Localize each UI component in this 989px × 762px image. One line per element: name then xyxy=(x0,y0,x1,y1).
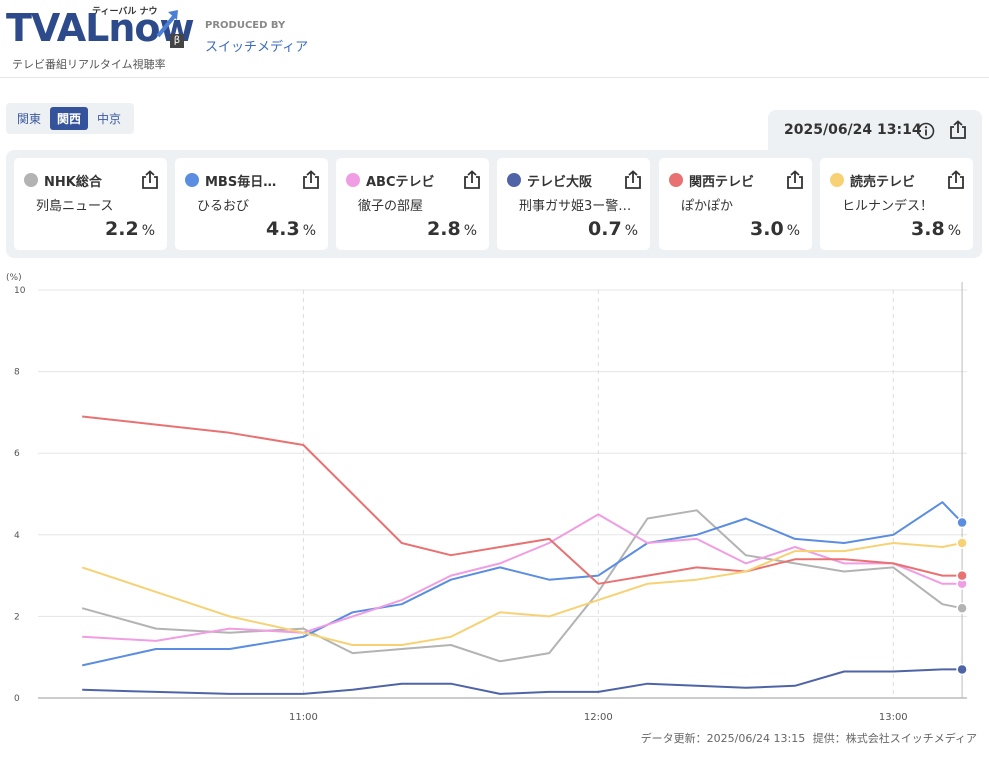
y-axis-label: (%) xyxy=(6,273,22,283)
beta-badge: β xyxy=(170,34,184,48)
header: ティーバル ナウ TVALnow β テレビ番組リアルタイム視聴率 PRODUC… xyxy=(0,0,989,78)
series-line xyxy=(82,513,963,642)
channel-name: 関西テレビ xyxy=(689,175,755,190)
channel-card-mbs[interactable]: MBS毎日… ひるおび 4.3% xyxy=(175,158,328,250)
channel-cards-panel xyxy=(6,150,982,258)
rating-value: 2.2% xyxy=(105,218,155,240)
channel-color-dot xyxy=(346,173,360,187)
arrow-up-icon xyxy=(156,10,178,38)
series-line xyxy=(82,415,963,585)
channel-color-dot xyxy=(24,173,38,187)
rating-value: 4.3% xyxy=(266,218,316,240)
x-tick-label: 13:00 xyxy=(879,712,908,723)
channel-name: 読売テレビ xyxy=(850,175,916,190)
y-tick-label: 10 xyxy=(14,286,26,296)
datetime-label: 2025/06/24 13:14 xyxy=(784,122,922,138)
channel-card-ktv[interactable]: 関西テレビ ぽかぽか 3.0% xyxy=(659,158,812,250)
y-tick-label: 8 xyxy=(14,368,20,378)
channel-card-nhk[interactable]: NHK総合 列島ニュース 2.2% xyxy=(14,158,167,250)
rating-value: 2.8% xyxy=(427,218,477,240)
channel-name: ABCテレビ xyxy=(366,175,435,190)
channel-color-dot xyxy=(669,173,683,187)
y-tick-label: 0 xyxy=(14,694,20,704)
rating-value: 0.7% xyxy=(588,218,638,240)
region-tabs: 関東 関西 中京 xyxy=(6,103,135,134)
program-name: ぽかぽか xyxy=(681,199,734,214)
share-icon[interactable] xyxy=(141,170,159,190)
program-name: ひるおび xyxy=(197,199,250,214)
share-icon[interactable] xyxy=(624,170,642,190)
channel-card-abc[interactable]: ABCテレビ 徹子の部屋 2.8% xyxy=(336,158,489,250)
series-end-point xyxy=(956,602,968,614)
data-footer: データ更新：2025/06/24 13:15 提供：株式会社スイッチメディア xyxy=(641,730,981,746)
channel-name: テレビ大阪 xyxy=(527,175,593,190)
producer-link[interactable]: スイッチメディア xyxy=(205,40,309,55)
program-name: 徹子の部屋 xyxy=(358,199,424,214)
channel-card-ytv[interactable]: 読売テレビ ヒルナンデス！ 3.8% xyxy=(820,158,973,250)
series-end-point xyxy=(956,569,968,582)
series-line xyxy=(81,542,963,646)
ratings-line-chart[interactable]: (%) 0 2 4 6 8 10 11:00 12:00 13:00 xyxy=(0,268,989,728)
y-tick-label: 4 xyxy=(14,531,20,541)
logo[interactable]: ティーバル ナウ TVALnow β テレビ番組リアルタイム視聴率 xyxy=(6,4,195,71)
program-name: 列島ニュース xyxy=(36,199,114,214)
updated-time: データ更新：2025/06/24 13:15 xyxy=(640,732,806,745)
y-tick-label: 6 xyxy=(14,449,20,459)
series-end-point xyxy=(956,537,968,549)
tab-kanto[interactable]: 関東 xyxy=(17,112,42,126)
info-icon[interactable] xyxy=(917,122,935,140)
rating-value: 3.0% xyxy=(750,218,800,240)
channel-name: MBS毎日… xyxy=(205,175,277,190)
share-icon[interactable] xyxy=(949,120,967,140)
share-icon[interactable] xyxy=(302,170,320,190)
series-end-point xyxy=(956,663,968,676)
share-icon[interactable] xyxy=(947,170,965,190)
provider-credit: 提供：株式会社スイッチメディア xyxy=(812,732,977,745)
channel-color-dot xyxy=(185,173,199,187)
series-line xyxy=(81,509,963,663)
share-icon[interactable] xyxy=(786,170,804,190)
x-tick-label: 12:00 xyxy=(584,712,613,723)
channel-color-dot xyxy=(830,173,844,187)
channel-card-tv-osaka[interactable]: テレビ大阪 刑事ガサ姫3ー警… 0.7% xyxy=(497,158,650,250)
series-end-point xyxy=(956,516,968,529)
program-name: 刑事ガサ姫3ー警… xyxy=(519,199,632,214)
program-name: ヒルナンデス！ xyxy=(842,199,934,214)
channel-color-dot xyxy=(507,173,521,187)
y-tick-label: 2 xyxy=(14,612,20,622)
rating-value: 3.8% xyxy=(911,218,961,240)
tagline: テレビ番組リアルタイム視聴率 xyxy=(12,58,166,71)
produced-by-label: PRODUCED BY xyxy=(205,20,286,31)
series-line xyxy=(81,501,963,667)
datetime-panel: 2025/06/24 13:14 xyxy=(768,110,982,154)
logo-kana: ティーバル ナウ xyxy=(92,7,158,17)
tab-chukyo[interactable]: 中京 xyxy=(97,112,122,126)
x-tick-label: 11:00 xyxy=(289,712,318,723)
channel-name: NHK総合 xyxy=(44,175,102,190)
series-line xyxy=(82,668,963,695)
tab-kansai[interactable]: 関西 xyxy=(50,107,89,130)
share-icon[interactable] xyxy=(463,170,481,190)
